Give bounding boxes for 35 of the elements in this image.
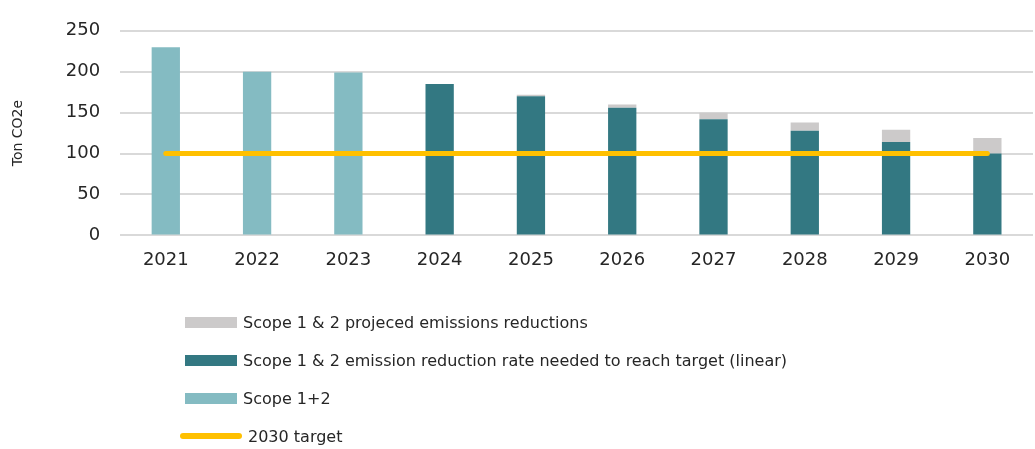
bar (334, 72, 363, 235)
x-tick-label: 2025 (508, 247, 554, 269)
bar (881, 129, 911, 143)
legend-label: Scope 1 & 2 projeced emissions reductions (243, 312, 588, 332)
bar (973, 153, 1002, 235)
bar (699, 112, 728, 120)
x-tick-label: 2027 (690, 247, 737, 269)
x-tick-label: 2029 (873, 247, 919, 269)
y-tick-label: 100 (65, 141, 101, 163)
legend-label: Scope 1 & 2 emission reduction rate needed to reach target (linear) (243, 350, 788, 370)
bar (516, 96, 546, 235)
x-tick-label: 2026 (599, 247, 646, 269)
y-tick-label: 0 (88, 223, 101, 245)
y-tick-label: 250 (65, 18, 101, 40)
bar (790, 122, 819, 131)
bar (790, 130, 819, 235)
x-tick-label: 2023 (325, 247, 372, 269)
x-tick-label: 2022 (234, 247, 280, 269)
bar (881, 142, 911, 235)
bar (608, 104, 637, 108)
y-tick-label: 200 (65, 59, 101, 81)
bar (425, 84, 454, 235)
y-tick-label: 150 (65, 100, 101, 122)
bar (242, 71, 272, 235)
y-tick-label: 50 (77, 182, 101, 204)
x-tick-label: 2021 (142, 247, 189, 269)
legend-label: Scope 1+2 (243, 388, 331, 408)
y-axis-title: Ton CO2e (9, 99, 26, 168)
x-tick-label: 2024 (416, 247, 463, 269)
x-tick-label: 2030 (964, 247, 1011, 269)
bar (608, 107, 637, 235)
bar (151, 47, 180, 235)
x-tick-label: 2028 (781, 247, 828, 269)
bar (699, 119, 728, 235)
legend-label: 2030 target (248, 426, 343, 446)
